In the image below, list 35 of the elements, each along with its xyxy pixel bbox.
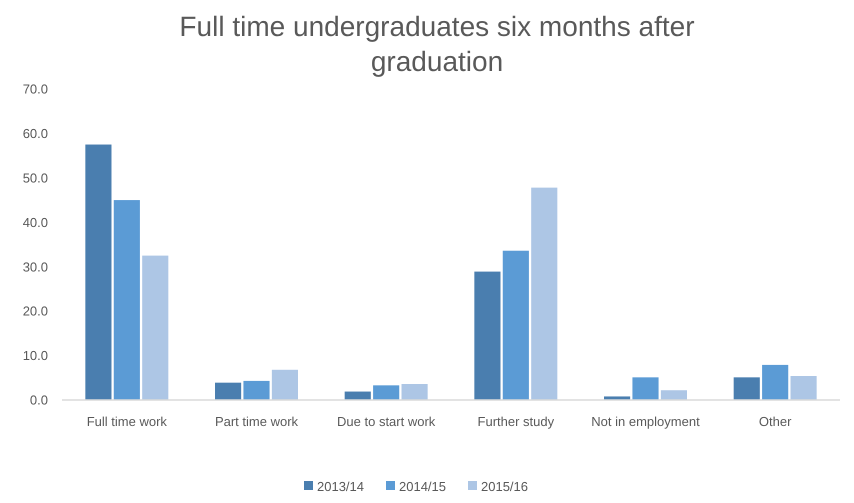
bar [734,377,760,400]
bar [632,377,659,400]
y-tick-label: 60.0 [22,126,48,141]
y-tick-label: 20.0 [22,304,48,319]
bar [502,250,529,400]
x-tick-label: Part time work [214,414,299,429]
legend-label: 2015/16 [481,479,528,494]
bar [243,380,270,400]
x-tick-label: Due to start work [337,414,436,429]
legend-label: 2013/14 [317,479,364,494]
legend-label: 2014/15 [399,479,446,494]
bar [114,200,140,400]
bar [762,364,788,400]
bar [790,376,817,400]
bar [142,256,168,400]
bar [660,390,687,400]
bar [215,382,242,400]
y-tick-label: 50.0 [22,170,48,186]
bar [402,384,428,400]
x-tick-label: Full time work [86,414,168,429]
x-tick-label: Further study [478,414,555,429]
y-tick-label: 30.0 [22,259,48,274]
y-tick-label: 70.0 [22,82,48,97]
chart-title: Full time undergraduates six months after graduation [179,11,695,77]
y-tick-label: 0.0 [30,392,48,408]
bar [373,385,400,400]
y-tick-label: 10.0 [22,348,48,364]
x-tick-label: Other [758,414,792,429]
x-tick-label: Not in employment [591,414,700,429]
bar [474,272,500,400]
bar [85,144,112,400]
bar [272,370,298,400]
bar [344,392,371,400]
bar [531,188,558,400]
y-tick-label: 40.0 [22,214,48,230]
